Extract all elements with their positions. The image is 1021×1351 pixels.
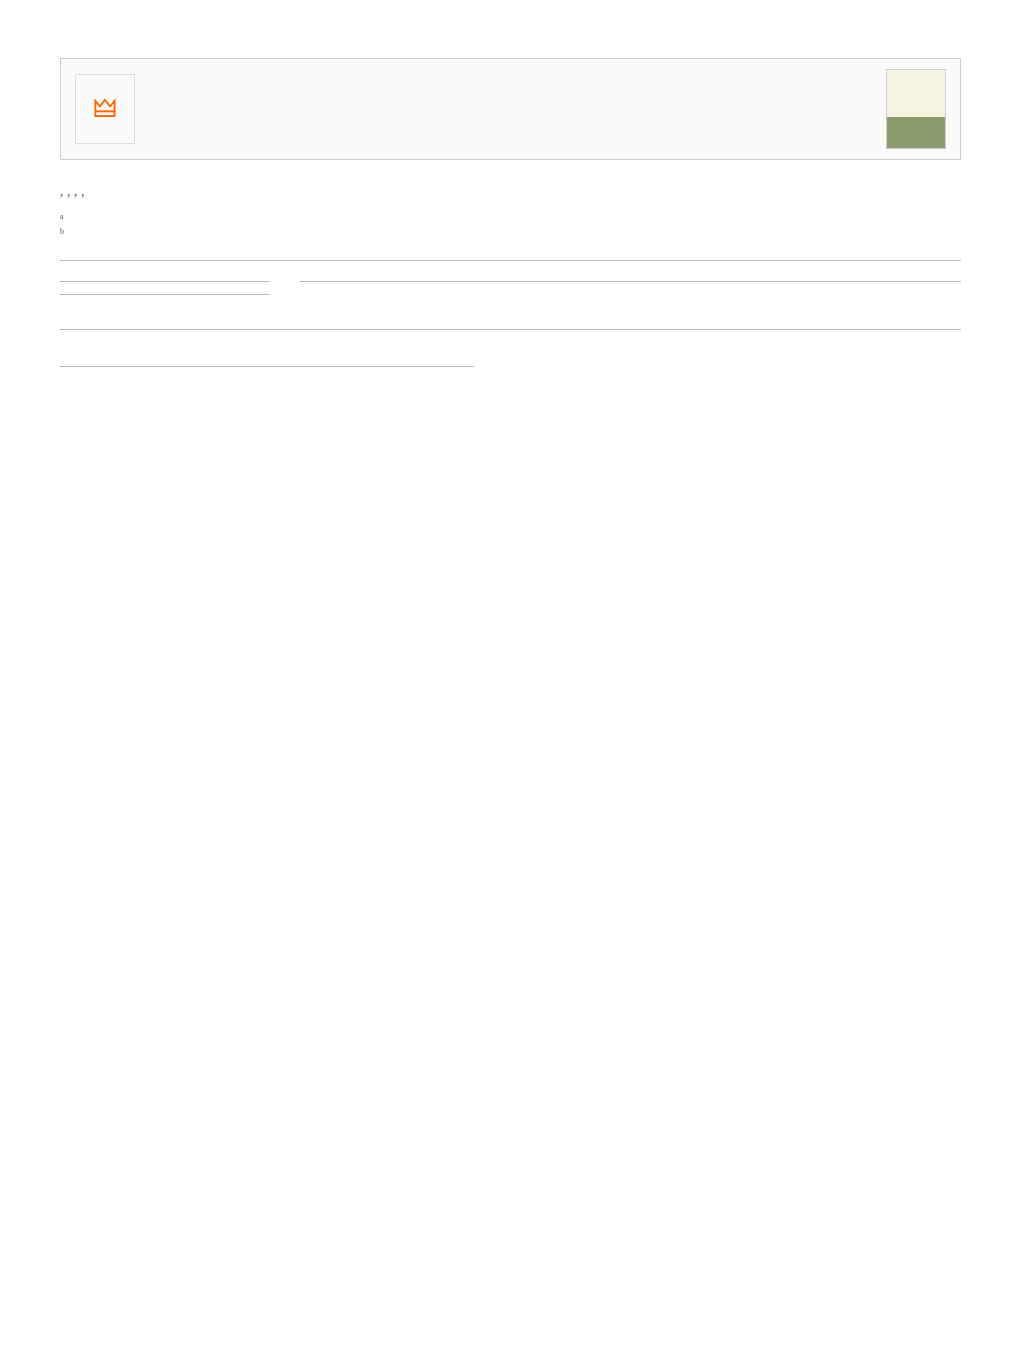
elsevier-tree-icon: 🜲 — [93, 96, 117, 122]
affiliations: a b — [60, 211, 961, 242]
footnotes — [60, 366, 474, 373]
mid-rule — [60, 329, 961, 330]
info-rule — [60, 281, 270, 282]
journal-header-box: 🜲 — [60, 58, 961, 160]
header-center — [149, 106, 886, 112]
journal-cover-thumbnail — [886, 69, 946, 149]
info-abstract-row — [60, 273, 961, 309]
abstract-column — [300, 273, 961, 309]
info-rule-2 — [60, 294, 270, 295]
top-rule — [60, 260, 961, 261]
authors-line: , , , , — [60, 182, 961, 201]
elsevier-logo: 🜲 — [75, 74, 135, 144]
affiliation-b: b — [60, 226, 961, 242]
page: 🜲 , , , , a b — [0, 0, 1021, 439]
article-info-column — [60, 273, 270, 309]
abstract-rule — [300, 281, 961, 282]
affiliation-a: a — [60, 211, 961, 227]
body-text — [60, 348, 961, 352]
